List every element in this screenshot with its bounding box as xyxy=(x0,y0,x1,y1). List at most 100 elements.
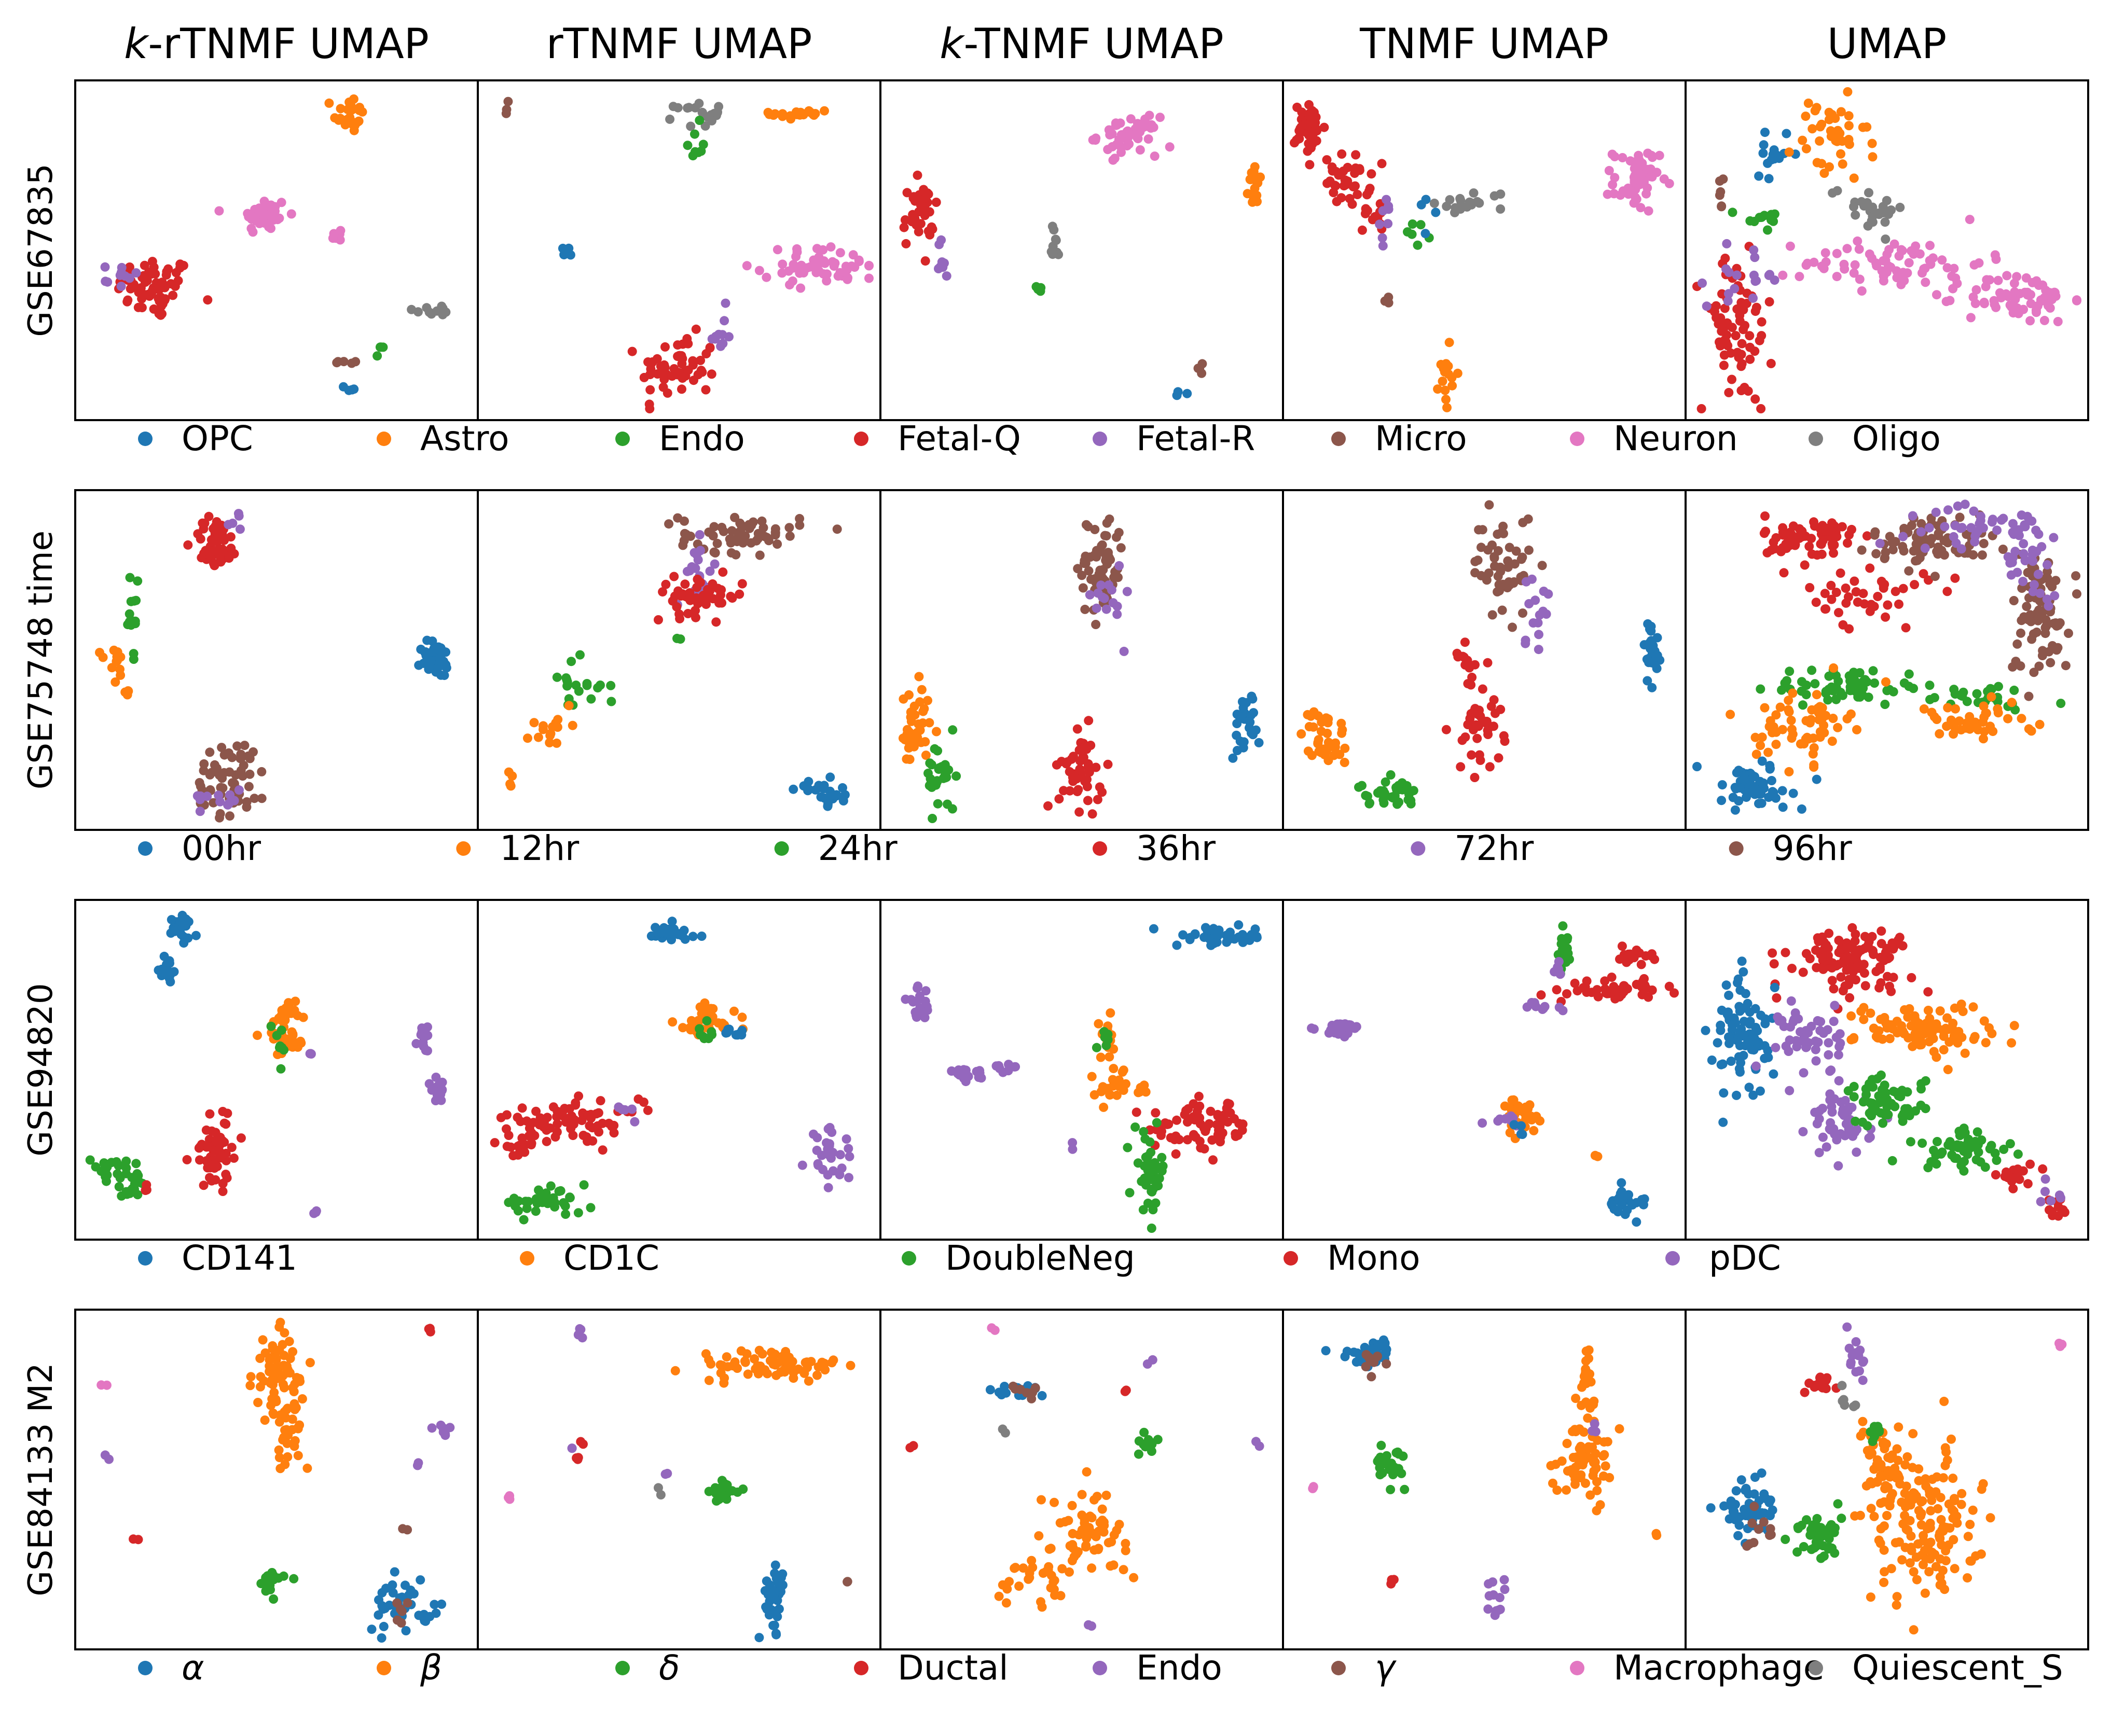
data-point xyxy=(1581,1368,1591,1378)
legend-marker xyxy=(1093,432,1107,446)
data-point xyxy=(1601,988,1611,998)
data-point xyxy=(542,1113,552,1122)
data-point xyxy=(1815,122,1825,132)
data-point xyxy=(1632,195,1641,204)
data-point xyxy=(125,273,134,283)
data-point xyxy=(827,257,837,267)
scatter-points xyxy=(1290,100,1674,412)
data-point xyxy=(1887,1156,1897,1165)
data-point xyxy=(843,273,853,283)
data-point xyxy=(129,649,139,659)
data-point xyxy=(1864,1133,1874,1143)
data-point xyxy=(917,685,927,695)
data-point xyxy=(1645,624,1654,634)
data-point xyxy=(707,369,716,379)
data-point xyxy=(279,1045,288,1055)
data-point xyxy=(912,996,922,1006)
data-point xyxy=(658,382,668,392)
data-point xyxy=(1252,197,1262,206)
data-point xyxy=(1962,530,1971,539)
data-point xyxy=(562,677,572,687)
data-point xyxy=(1883,1022,1893,1032)
data-point xyxy=(1008,1381,1018,1391)
data-point xyxy=(1183,1104,1193,1114)
data-point xyxy=(1949,263,1959,273)
data-point xyxy=(1778,802,1788,812)
data-point xyxy=(211,1128,220,1137)
panel-frame xyxy=(1685,1309,2089,1650)
data-point xyxy=(1851,210,1860,220)
data-point xyxy=(1527,574,1537,584)
data-point xyxy=(205,1173,214,1183)
data-point xyxy=(1902,1087,1912,1097)
data-point xyxy=(1498,579,1508,589)
data-point xyxy=(413,307,423,317)
data-point xyxy=(1868,1082,1878,1092)
data-point xyxy=(718,567,728,577)
data-point xyxy=(667,916,677,926)
data-point xyxy=(1142,1359,1152,1369)
data-point xyxy=(281,1010,291,1020)
data-point xyxy=(1622,957,1632,967)
data-point xyxy=(703,592,713,602)
data-point xyxy=(1917,1138,1927,1148)
data-point xyxy=(1728,207,1737,217)
data-point xyxy=(1824,1050,1833,1060)
data-point xyxy=(1751,1061,1761,1071)
data-point xyxy=(2061,661,2071,671)
data-point xyxy=(1764,174,1774,184)
data-point xyxy=(1521,1102,1530,1112)
data-point xyxy=(1057,757,1067,767)
data-point xyxy=(199,1181,209,1190)
data-point xyxy=(1931,507,1941,517)
data-point xyxy=(292,1373,301,1382)
data-point xyxy=(539,1122,548,1132)
data-point xyxy=(729,1006,739,1016)
data-point xyxy=(1702,301,1712,311)
data-point xyxy=(1860,932,1870,941)
data-point xyxy=(716,590,725,600)
data-point xyxy=(1721,264,1731,274)
data-point xyxy=(392,1598,402,1608)
data-point xyxy=(1942,721,1952,731)
data-point xyxy=(123,295,133,305)
data-point xyxy=(1754,1524,1763,1534)
data-point xyxy=(1829,984,1839,994)
data-point xyxy=(713,1018,723,1028)
data-point xyxy=(438,646,448,656)
data-point xyxy=(2025,316,2035,326)
legend-item: Micro xyxy=(1331,419,1467,459)
data-point xyxy=(282,1438,292,1448)
data-point xyxy=(1484,500,1494,510)
data-point xyxy=(1698,278,1707,288)
data-point xyxy=(934,264,943,273)
data-point xyxy=(1929,1145,1938,1155)
data-point xyxy=(1926,1506,1936,1516)
data-point xyxy=(1956,1499,1966,1509)
data-point xyxy=(1068,1529,1078,1538)
data-point xyxy=(1592,1485,1602,1495)
data-point xyxy=(1155,113,1165,122)
data-point xyxy=(644,399,654,409)
data-point xyxy=(1848,1131,1858,1141)
data-point xyxy=(1117,1067,1127,1077)
data-point xyxy=(1921,1481,1931,1491)
scatter-panel xyxy=(1685,489,2089,831)
data-point xyxy=(776,1367,785,1377)
data-point xyxy=(194,1143,204,1153)
data-point xyxy=(2040,1174,2050,1184)
data-point xyxy=(1759,1489,1769,1499)
data-point xyxy=(674,609,684,619)
data-point xyxy=(423,1046,432,1056)
data-point xyxy=(1952,1154,1962,1163)
data-point xyxy=(1888,545,1898,554)
data-point xyxy=(1321,713,1331,723)
data-point xyxy=(1754,1510,1763,1520)
data-point xyxy=(1756,1010,1765,1020)
data-point xyxy=(1375,1470,1385,1480)
data-point xyxy=(1099,1027,1109,1037)
data-point xyxy=(1792,1547,1802,1557)
data-point xyxy=(1483,545,1493,555)
data-point xyxy=(1803,1028,1813,1037)
data-point xyxy=(1585,1490,1595,1500)
